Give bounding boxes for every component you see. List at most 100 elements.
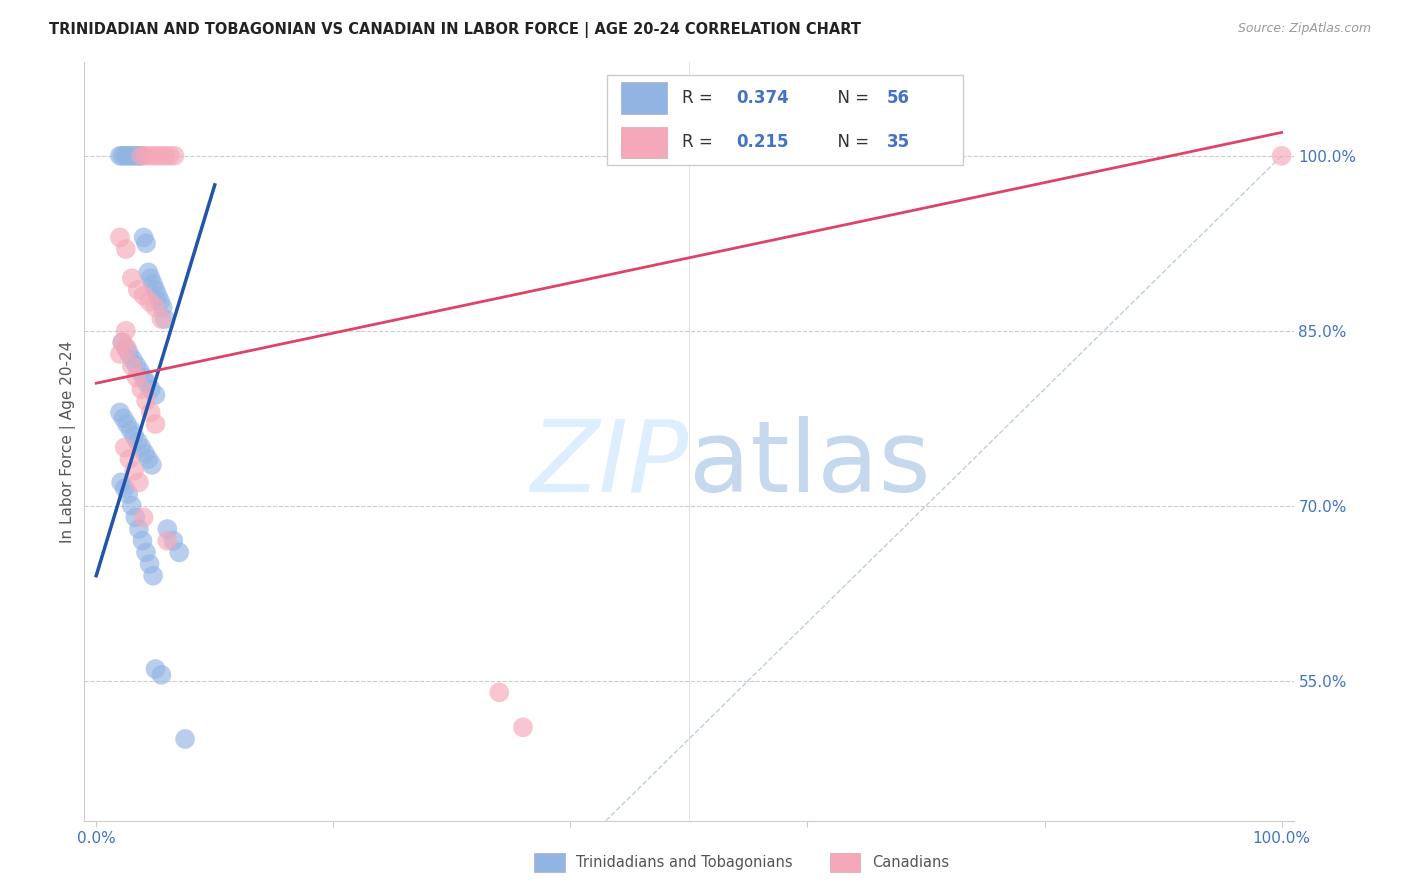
Point [120,423,142,437]
Point [108,347,131,361]
Point [135,236,157,251]
Point [112,411,135,425]
Point [127,283,149,297]
Point [156,522,179,536]
Bar [621,127,668,159]
Text: 35: 35 [887,134,910,152]
Text: N =: N = [827,134,875,152]
Point [139,149,162,163]
Point [135,393,157,408]
Point [118,149,141,163]
Point [111,149,134,163]
Text: ZIP: ZIP [530,416,689,513]
Point [1271,149,1294,163]
Point [128,522,150,536]
Point [129,149,152,163]
Point [150,668,173,682]
Bar [621,82,668,113]
Point [121,499,143,513]
Point [145,149,167,163]
Point [108,230,131,244]
Point [115,149,138,163]
Point [512,720,534,734]
Point [145,283,167,297]
FancyBboxPatch shape [607,75,963,165]
Text: 0.215: 0.215 [737,134,789,152]
Text: 56: 56 [887,88,910,107]
Text: TRINIDADIAN AND TOBAGONIAN VS CANADIAN IN LABOR FORCE | AGE 20-24 CORRELATION CH: TRINIDADIAN AND TOBAGONIAN VS CANADIAN I… [49,22,862,38]
Point [121,149,143,163]
Point [132,230,155,244]
Text: Source: ZipAtlas.com: Source: ZipAtlas.com [1237,22,1371,36]
Point [128,149,150,163]
Point [138,294,160,309]
Point [141,458,163,472]
Text: 0.374: 0.374 [737,88,789,107]
Point [153,312,176,326]
Text: R =: R = [682,88,717,107]
Point [145,417,167,431]
Point [124,510,146,524]
Point [108,405,131,419]
Point [138,265,160,279]
Point [122,352,145,367]
Point [122,428,145,442]
Point [115,417,138,431]
Point [127,434,149,449]
Point [132,289,155,303]
Point [115,324,138,338]
Point [129,441,152,455]
Point [163,149,186,163]
Point [145,301,167,315]
Point [114,149,136,163]
Point [122,464,145,478]
Point [135,149,157,163]
Point [121,271,143,285]
Point [118,347,141,361]
Point [115,341,138,355]
Point [488,685,510,699]
Point [153,149,176,163]
Point [150,312,173,326]
Point [121,359,143,373]
Point [114,481,136,495]
Point [159,149,181,163]
Point [156,533,179,548]
Text: R =: R = [682,134,717,152]
Point [132,510,155,524]
Point [138,557,160,571]
Point [135,545,157,559]
Point [145,662,167,676]
Point [111,335,134,350]
Text: atlas: atlas [689,416,931,513]
Point [128,475,150,490]
Point [174,731,197,746]
Point [117,487,139,501]
Point [152,301,174,315]
Point [136,376,159,391]
Point [125,359,148,373]
Point [146,289,169,303]
Point [139,405,162,419]
Text: Trinidadians and Tobagonians: Trinidadians and Tobagonians [576,855,793,870]
Point [132,370,155,384]
Point [111,335,134,350]
Point [167,545,190,559]
Text: Canadians: Canadians [872,855,949,870]
Point [115,242,138,256]
Point [142,277,165,291]
Point [145,388,167,402]
Point [108,149,131,163]
Point [131,533,153,548]
Point [114,441,136,455]
Point [129,382,152,396]
Point [118,452,141,467]
Point [125,370,148,384]
Point [162,533,184,548]
Point [142,568,165,582]
Point [139,271,162,285]
Point [134,446,156,460]
Point [149,294,172,309]
Point [125,149,148,163]
Text: N =: N = [827,88,875,107]
